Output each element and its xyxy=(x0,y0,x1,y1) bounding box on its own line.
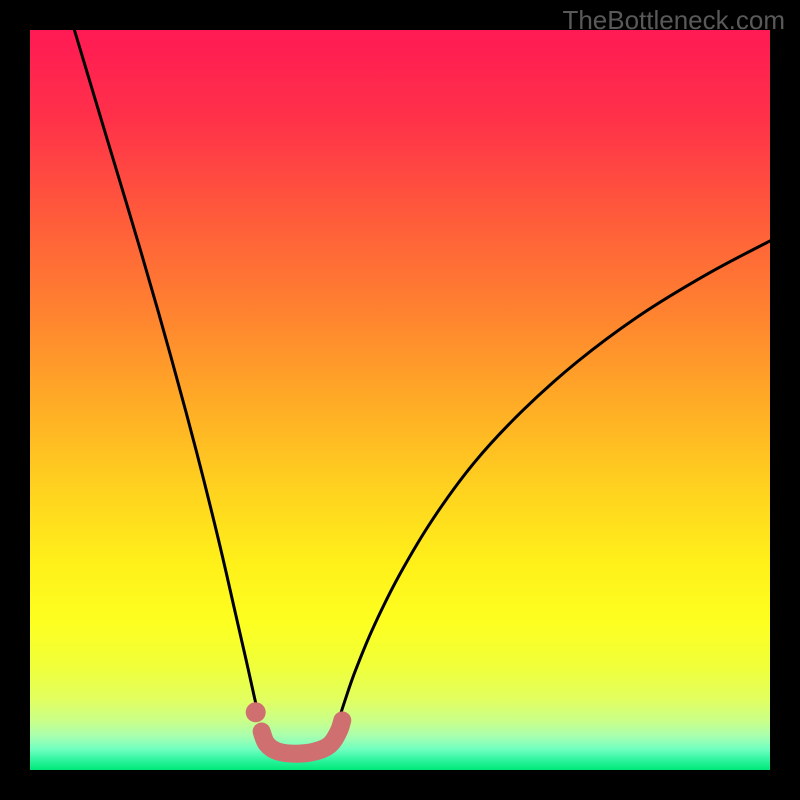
marker-dot xyxy=(246,702,266,722)
watermark-text: TheBottleneck.com xyxy=(562,5,785,36)
left-curve xyxy=(74,30,259,718)
marker-u-path xyxy=(262,720,343,753)
bottleneck-curves xyxy=(30,30,770,770)
plot-area xyxy=(30,30,770,770)
chart-frame: TheBottleneck.com xyxy=(0,0,800,800)
right-curve xyxy=(339,241,770,718)
